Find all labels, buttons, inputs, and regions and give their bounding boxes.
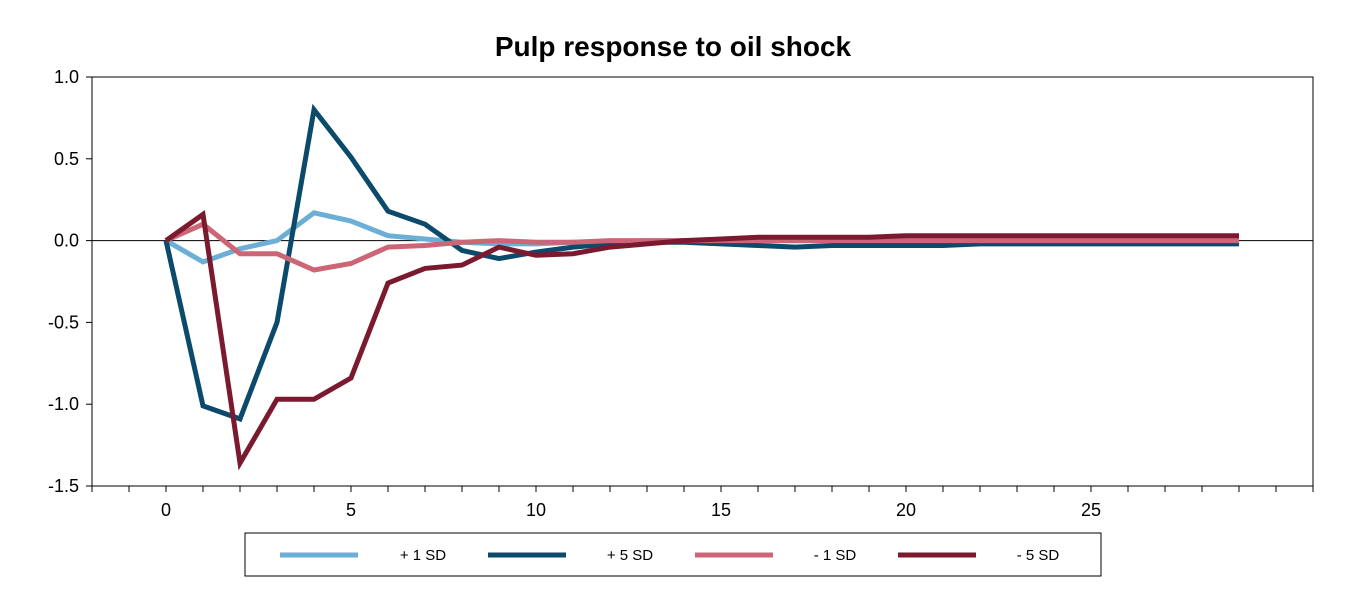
legend-label-1: + 1 SD — [400, 547, 446, 564]
series-line-3 — [164, 221, 1239, 273]
x-tick-label: 20 — [896, 500, 916, 520]
y-tick-label: 1.0 — [54, 67, 79, 87]
x-tick-label: 25 — [1081, 500, 1101, 520]
series-line-2 — [163, 103, 1239, 423]
y-tick-label: -0.5 — [48, 312, 79, 332]
x-tick-label: 10 — [526, 500, 546, 520]
series-line-4 — [164, 210, 1239, 471]
x-axis: 0 5 10 15 20 25 — [91, 486, 1314, 520]
legend-label-3: - 1 SD — [814, 547, 857, 564]
chart-title: Pulp response to oil shock — [495, 31, 852, 62]
legend: + 1 SD + 5 SD - 1 SD - 5 SD — [244, 532, 1102, 577]
plot-frame — [91, 76, 1314, 487]
y-axis: 1.0 0.5 0.0 -0.5 -1.0 -1.5 — [48, 67, 92, 496]
x-tick-label: 0 — [161, 500, 171, 520]
series-lines — [163, 103, 1239, 471]
x-tick-label: 15 — [711, 500, 731, 520]
y-tick-label: -1.0 — [48, 394, 79, 414]
y-tick-label: -1.5 — [48, 476, 79, 496]
x-tick-label: 5 — [346, 500, 356, 520]
y-tick-label: 0.5 — [54, 149, 79, 169]
y-tick-label: 0.0 — [54, 231, 79, 251]
legend-label-4: - 5 SD — [1017, 547, 1060, 564]
legend-label-2: + 5 SD — [607, 547, 653, 564]
